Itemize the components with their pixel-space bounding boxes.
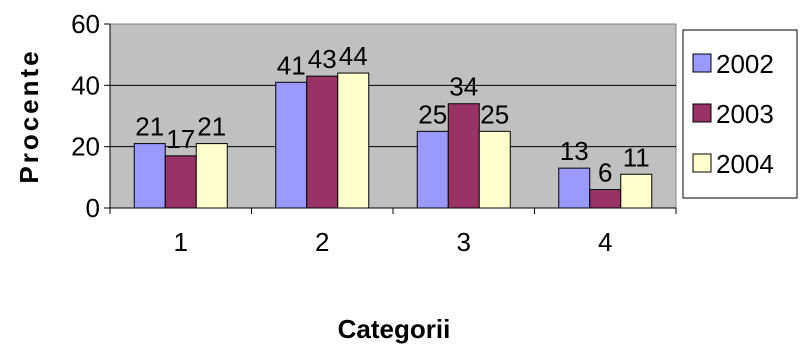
data-label: 11	[623, 142, 650, 172]
bar	[416, 130, 449, 209]
x-tick-label: 1	[174, 227, 188, 257]
y-tick-label: 0	[86, 193, 100, 223]
data-label: 44	[339, 41, 368, 71]
x-axis-title: Categorii	[338, 314, 451, 344]
bar	[558, 167, 591, 209]
bars	[133, 72, 653, 209]
y-axis-title: Procente	[14, 48, 44, 183]
legend-label: 2002	[716, 49, 774, 79]
x-tick-label: 4	[598, 227, 612, 257]
bar	[164, 155, 197, 209]
data-label: 6	[598, 158, 612, 188]
data-label: 21	[135, 112, 164, 142]
data-label: 13	[560, 136, 589, 166]
data-label: 21	[197, 112, 226, 142]
data-label: 25	[480, 99, 509, 129]
data-label: 34	[449, 72, 478, 102]
bar	[447, 103, 480, 209]
legend-label: 2004	[716, 149, 774, 179]
y-tick-label: 20	[71, 132, 100, 162]
data-label: 25	[418, 99, 447, 129]
bar	[337, 72, 370, 209]
legend-label: 2003	[716, 99, 774, 129]
legend-swatch	[692, 153, 712, 173]
legend-swatch	[692, 53, 712, 73]
bar	[133, 143, 166, 209]
x-tick-label: 3	[457, 227, 471, 257]
y-tick-label: 60	[71, 9, 100, 39]
y-tick-label: 40	[71, 70, 100, 100]
data-label: 41	[277, 50, 306, 80]
bar	[275, 81, 308, 209]
legend: 2002 2003 2004	[682, 29, 798, 199]
data-label: 43	[308, 44, 337, 74]
bar	[306, 75, 339, 209]
bar	[195, 143, 228, 209]
bar	[589, 189, 622, 209]
bar	[478, 130, 511, 209]
data-label: 17	[166, 124, 195, 154]
legend-swatch	[692, 103, 712, 123]
x-tick-label: 2	[315, 227, 329, 257]
bar	[620, 173, 653, 209]
